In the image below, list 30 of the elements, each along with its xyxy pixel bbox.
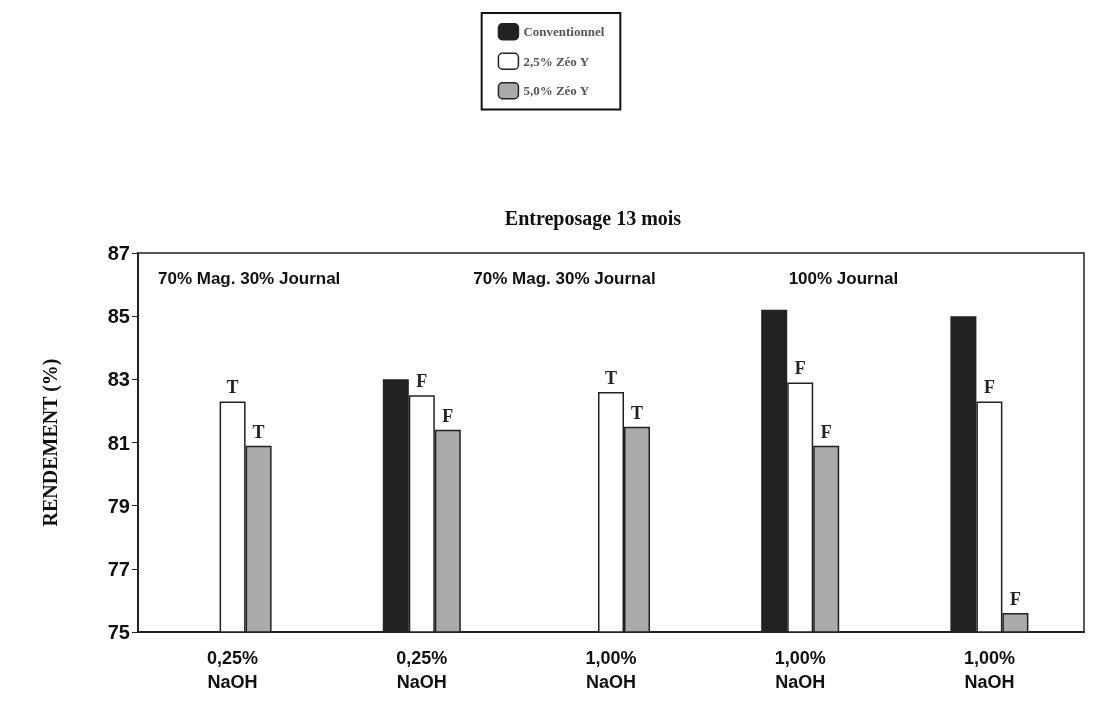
y-tick-label: 77 <box>107 557 130 580</box>
data-label: F <box>416 371 428 392</box>
y-tick-label: 85 <box>107 305 130 328</box>
y-tick-label: 79 <box>107 494 130 517</box>
data-label: T <box>630 402 644 423</box>
data-label: F <box>820 421 832 442</box>
y-axis-title: RENDEMENT (%) <box>39 358 62 527</box>
annotation: 100% Journal <box>788 269 899 288</box>
annotation: 70% Mag. 30% Journal <box>158 269 341 288</box>
x-tick-label: 1,00% NaOH <box>585 648 637 692</box>
data-label: T <box>226 377 239 398</box>
y-tick-label: 81 <box>107 431 130 454</box>
legend-label: 5,0% Zéo Y <box>523 83 590 99</box>
legend-label: 2,5% Zéo Y <box>523 53 590 69</box>
annotation: 70% Mag. 30% Journal <box>473 269 656 288</box>
y-tick-label: 83 <box>107 368 130 391</box>
legend-label: Conventionnel <box>523 24 605 40</box>
x-tick-label: 0,25% NaOH <box>396 648 448 692</box>
data-label: T <box>252 421 265 442</box>
chart-title: Entreposage 13 mois <box>504 207 682 230</box>
data-label: F <box>1009 589 1021 610</box>
data-label: F <box>983 377 995 398</box>
x-tick-label: 0,25% NaOH <box>207 648 259 692</box>
data-label: T <box>604 367 618 388</box>
y-tick-label: 87 <box>107 242 130 264</box>
data-label: F <box>442 405 454 426</box>
x-tick-label: 1,00% NaOH <box>774 648 826 692</box>
x-tick-label: 1,00% NaOH <box>963 648 1015 692</box>
y-tick-label: 75 <box>107 621 130 643</box>
data-label: F <box>794 358 806 379</box>
